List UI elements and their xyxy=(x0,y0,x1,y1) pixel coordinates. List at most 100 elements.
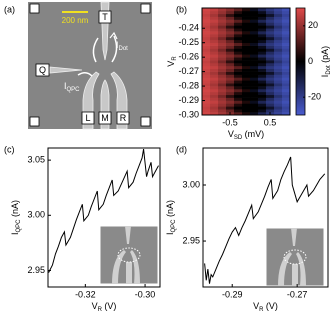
heat-cell xyxy=(242,100,251,104)
y-axis-label-part: QPC xyxy=(171,219,177,233)
heat-cell xyxy=(218,68,227,72)
heat-cell xyxy=(242,36,251,41)
heat-cell xyxy=(282,74,291,78)
heat-cell xyxy=(226,51,235,55)
heat-cell xyxy=(210,57,219,61)
heat-cell xyxy=(242,34,251,38)
colorbar-label-part: Dot xyxy=(326,65,331,75)
heat-cell xyxy=(274,25,283,29)
heat-cell xyxy=(250,34,259,38)
heat-cell xyxy=(234,8,243,12)
x-axis-label-part: (mV) xyxy=(242,129,264,139)
gate-label: Q xyxy=(39,65,46,75)
heat-cell xyxy=(266,36,275,41)
y-axis-label: VR xyxy=(166,56,177,67)
heat-cell xyxy=(226,10,235,15)
heat-cell xyxy=(218,80,227,84)
heat-cell xyxy=(210,77,219,81)
heat-cell xyxy=(258,103,267,107)
heat-cell xyxy=(282,106,291,110)
heat-cell xyxy=(274,103,283,107)
heat-cell xyxy=(202,34,211,38)
heat-cell xyxy=(282,8,291,12)
heat-cell xyxy=(250,74,259,78)
heat-cell xyxy=(202,97,211,101)
heat-cell xyxy=(258,8,267,12)
plot-frame xyxy=(201,7,291,116)
sem-image xyxy=(28,1,152,130)
heat-cell xyxy=(282,86,291,90)
heat-cell xyxy=(210,60,219,64)
heat-cell xyxy=(210,45,219,49)
heat-cell xyxy=(274,97,283,101)
inset-image xyxy=(265,227,325,287)
heat-cell xyxy=(202,10,211,15)
y-axis-label-part: I xyxy=(165,233,175,236)
heat-cell xyxy=(258,68,267,72)
heat-cell xyxy=(226,94,235,98)
heat-cell xyxy=(274,86,283,90)
y-axis-label-part: (nA) xyxy=(10,200,20,220)
heat-cell xyxy=(274,19,283,23)
heat-cell xyxy=(234,94,243,98)
heat-cell xyxy=(202,45,211,49)
heat-cell xyxy=(282,80,291,84)
heat-cell xyxy=(274,13,283,17)
heat-cell xyxy=(234,109,243,113)
heat-cell xyxy=(258,86,267,90)
heat-cell xyxy=(282,28,291,32)
heat-cell xyxy=(210,97,219,101)
colorbar-tick-label: -20 xyxy=(308,92,321,102)
y-axis-label: IQPC (nA) xyxy=(10,200,21,235)
heat-cell xyxy=(258,48,267,52)
heat-cell xyxy=(274,94,283,98)
y-tick-label: 2.95 xyxy=(27,265,45,275)
heat-cell xyxy=(274,109,283,113)
heat-cell xyxy=(274,39,283,44)
heat-cell xyxy=(266,45,275,49)
heat-cell xyxy=(234,51,243,55)
heat-cell xyxy=(218,71,227,75)
heat-cell xyxy=(266,103,275,107)
heat-cell xyxy=(250,106,259,110)
y-tick-label: -0.26 xyxy=(178,52,199,62)
heat-cell xyxy=(210,42,219,46)
heat-cell xyxy=(226,77,235,81)
heat-cell xyxy=(282,45,291,49)
heat-cell xyxy=(258,97,267,101)
heat-cell xyxy=(218,31,227,35)
heat-cell xyxy=(234,80,243,84)
heat-cell xyxy=(250,71,259,75)
heat-cell xyxy=(242,16,251,20)
heat-cell xyxy=(274,71,283,75)
heat-cell xyxy=(250,16,259,20)
heat-cell xyxy=(234,100,243,104)
gate-label: T xyxy=(102,12,108,22)
heat-cell xyxy=(226,91,235,96)
heat-cell xyxy=(218,19,227,23)
heat-cell xyxy=(218,65,227,70)
x-tick-label: -0.32 xyxy=(75,289,96,299)
heat-cell xyxy=(226,19,235,23)
heat-cell xyxy=(234,31,243,35)
heat-cell xyxy=(274,74,283,78)
heat-cell xyxy=(250,22,259,26)
heat-cell xyxy=(234,34,243,38)
heat-cell xyxy=(242,31,251,35)
heat-cell xyxy=(266,86,275,90)
colorbar-tick-label: 20 xyxy=(308,20,318,30)
heat-cell xyxy=(218,42,227,46)
heat-cell xyxy=(226,25,235,29)
heat-cell xyxy=(242,65,251,70)
heat-cell xyxy=(242,13,251,17)
heat-cell xyxy=(210,71,219,75)
y-tick-label: -0.25 xyxy=(178,37,199,47)
heat-cell xyxy=(202,94,211,98)
heat-cell xyxy=(250,86,259,90)
scale-bar-label: 200 nm xyxy=(62,16,89,25)
heat-cell xyxy=(274,60,283,64)
heat-cell xyxy=(274,62,283,67)
heat-cell xyxy=(234,97,243,101)
heat-cell xyxy=(226,103,235,107)
heat-cell xyxy=(282,22,291,26)
